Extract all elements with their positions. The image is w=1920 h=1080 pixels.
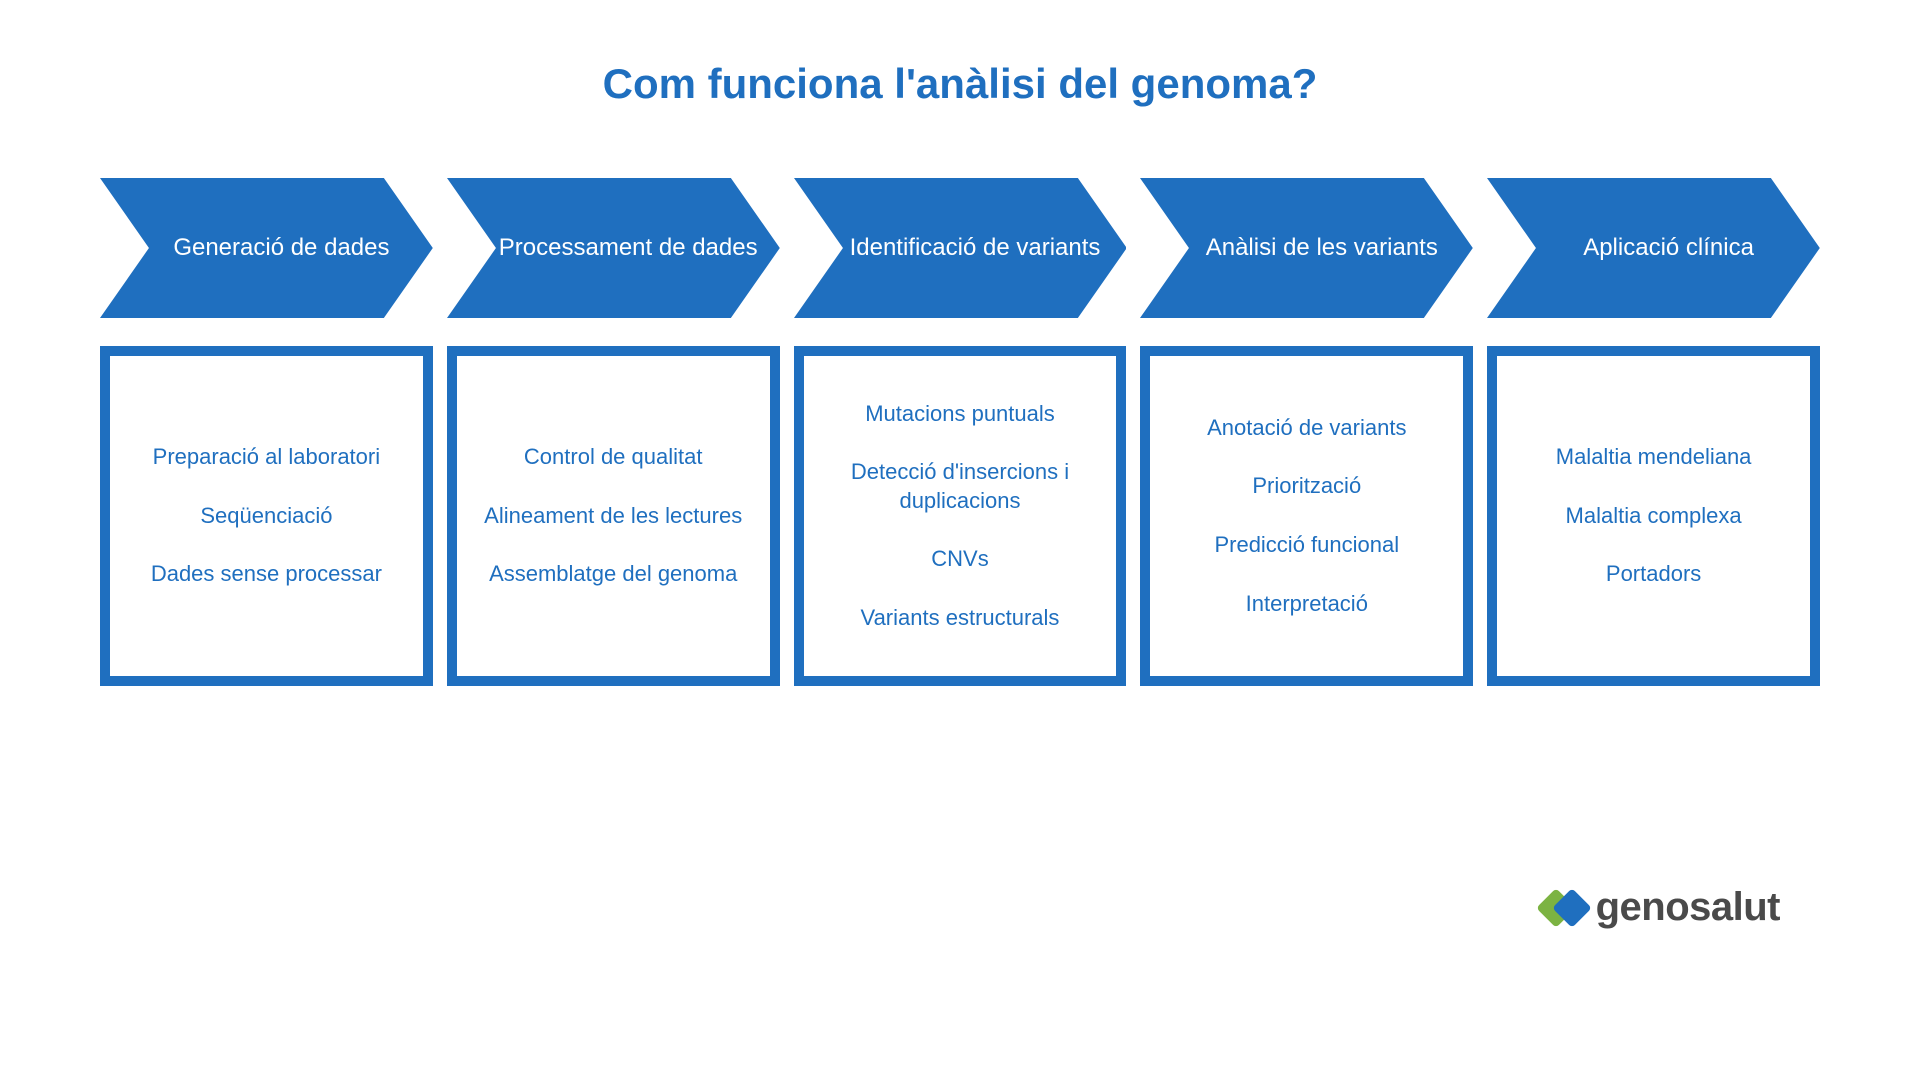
box-item: Preparació al laboratori xyxy=(153,443,380,472)
box-item: Malaltia mendeliana xyxy=(1556,443,1752,472)
logo-mark xyxy=(1542,894,1586,922)
chevron-step-0: Generació de dades xyxy=(100,178,433,318)
box-item: Priorització xyxy=(1252,472,1361,501)
chevron-label: Aplicació clínica xyxy=(1533,232,1774,263)
box-item: CNVs xyxy=(931,545,988,574)
box-item: Mutacions puntuals xyxy=(865,400,1055,429)
box-item: Anotació de variants xyxy=(1207,414,1406,443)
box-item: Seqüenciació xyxy=(200,502,332,531)
box-item: Assemblatge del genoma xyxy=(489,560,737,589)
detail-box-4: Malaltia mendeliana Malaltia complexa Port… xyxy=(1487,346,1820,686)
box-item: Predicció funcional xyxy=(1214,531,1399,560)
box-item: Interpretació xyxy=(1246,590,1368,619)
chevron-row: Generació de dades Processament de dades I… xyxy=(100,178,1820,318)
chevron-step-3: Anàlisi de les variants xyxy=(1140,178,1473,318)
boxes-row: Preparació al laboratori Seqüenciació Dade… xyxy=(100,346,1820,686)
page-title: Com funciona l'anàlisi del genoma? xyxy=(100,60,1820,108)
chevron-step-2: Identificació de variants xyxy=(794,178,1127,318)
detail-box-0: Preparació al laboratori Seqüenciació Dade… xyxy=(100,346,433,686)
chevron-label: Processament de dades xyxy=(449,232,778,263)
chevron-step-1: Processament de dades xyxy=(447,178,780,318)
detail-box-3: Anotació de variants Priorització Predicci… xyxy=(1140,346,1473,686)
chevron-label: Generació de dades xyxy=(123,232,409,263)
box-item: Variants estructurals xyxy=(861,604,1060,633)
box-item: Malaltia complexa xyxy=(1566,502,1742,531)
chevron-step-4: Aplicació clínica xyxy=(1487,178,1820,318)
logo-text: genosalut xyxy=(1596,885,1780,930)
box-item: Alineament de les lectures xyxy=(484,502,742,531)
box-item: Dades sense processar xyxy=(151,560,382,589)
box-item: Portadors xyxy=(1606,560,1701,589)
diagram-container: Com funciona l'anàlisi del genoma? Gener… xyxy=(0,0,1920,686)
chevron-label: Identificació de variants xyxy=(800,232,1121,263)
detail-box-2: Mutacions puntuals Detecció d'insercions … xyxy=(794,346,1127,686)
box-item: Control de qualitat xyxy=(524,443,703,472)
detail-box-1: Control de qualitat Alineament de les lec… xyxy=(447,346,780,686)
logo: genosalut xyxy=(1542,885,1780,930)
box-item: Detecció d'insercions i duplicacions xyxy=(824,458,1097,515)
chevron-label: Anàlisi de les variants xyxy=(1156,232,1458,263)
